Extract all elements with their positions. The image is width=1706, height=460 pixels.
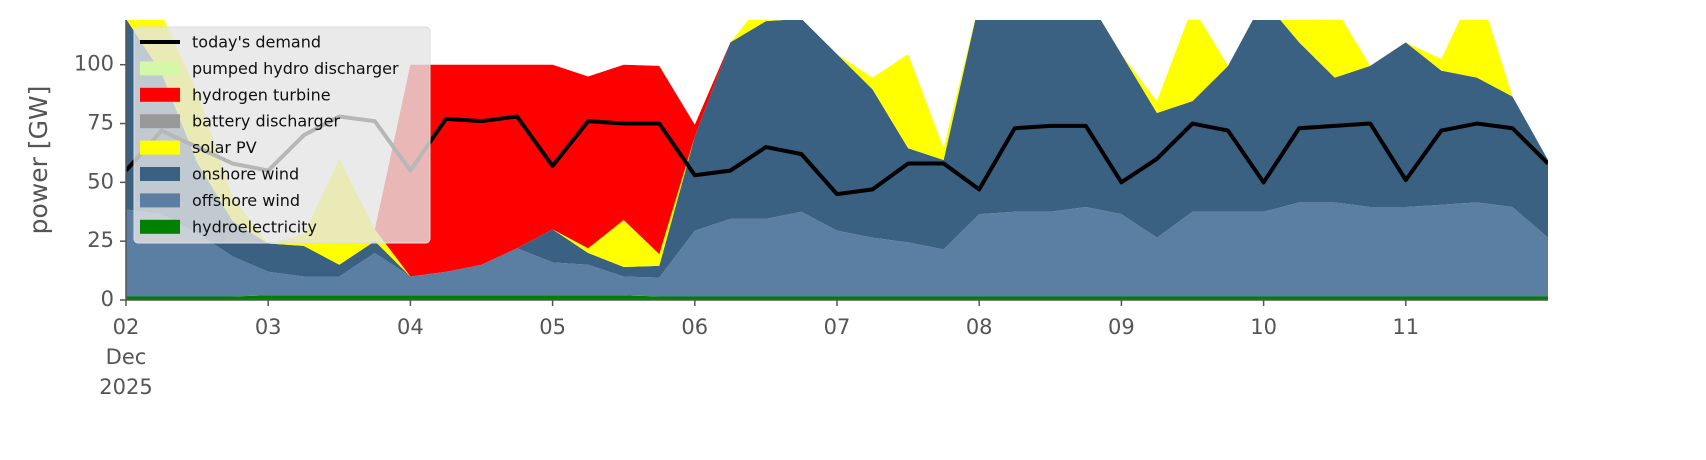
- legend-swatch: [140, 114, 180, 129]
- x-tick-label: 06: [681, 315, 709, 339]
- x-tick-label: 07: [823, 315, 851, 339]
- x-tick-label: 03: [254, 315, 282, 339]
- axes: 0 25 50 75 100: [74, 20, 1548, 311]
- legend-label: hydroelectricity: [192, 217, 317, 236]
- legend-swatch: [140, 87, 180, 102]
- area: [164, 20, 1548, 277]
- x-tick-label: 04: [397, 315, 424, 339]
- x-tick-label: 11: [1392, 315, 1420, 339]
- y-tick-label: 100: [74, 52, 114, 76]
- legend-swatch: [140, 167, 180, 181]
- y-axis-label: power [GW]: [24, 86, 53, 235]
- legend-swatch: [140, 140, 180, 155]
- area: [126, 20, 1548, 277]
- y-tick-label: 0: [101, 287, 114, 311]
- legend-swatch: [140, 61, 180, 76]
- legend-label: offshore wind: [192, 191, 300, 210]
- legend-box: [133, 26, 431, 244]
- legend-label: today's demand: [192, 33, 321, 52]
- legend-label: battery discharger: [192, 112, 340, 131]
- legend-label: pumped hydro discharger: [192, 59, 399, 78]
- x-tick-label: 02 Dec 2025: [99, 315, 153, 399]
- y-tick-label: 75: [87, 111, 114, 135]
- legend-label: onshore wind: [192, 165, 299, 184]
- y-tick-label: 50: [87, 169, 114, 193]
- x-tick-label: 05: [539, 315, 566, 339]
- x-tick-label: 09: [1108, 315, 1135, 339]
- legend-swatch: [140, 219, 180, 234]
- legend-label: solar PV: [192, 138, 257, 157]
- area: [126, 202, 1548, 297]
- y-tick-label: 25: [87, 228, 114, 252]
- legend-swatch: [140, 193, 180, 208]
- x-tick-label: 08: [965, 315, 993, 339]
- legend: today's demand pumped hydro discharger hyd…: [133, 26, 431, 244]
- area: [126, 20, 1548, 278]
- x-tick-label: 10: [1250, 315, 1277, 339]
- legend-label: hydrogen turbine: [192, 85, 331, 104]
